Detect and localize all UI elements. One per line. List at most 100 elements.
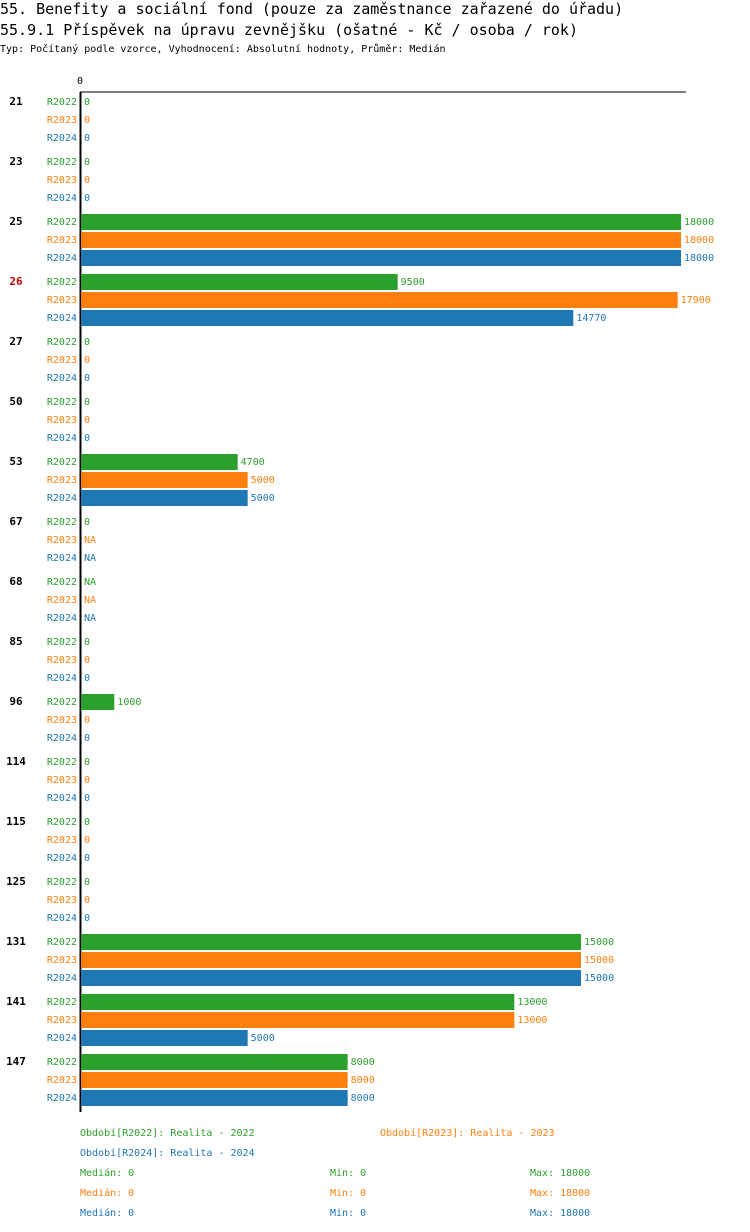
value-label-141-R2024: 5000 bbox=[251, 1033, 275, 1044]
value-label-115-R2024: 0 bbox=[84, 853, 90, 864]
legend-median-r2024: Medián: 0 bbox=[80, 1208, 135, 1219]
bar-25-R2022 bbox=[81, 214, 681, 230]
value-label-141-R2023: 13000 bbox=[517, 1015, 547, 1026]
value-label-96-R2024: 0 bbox=[84, 733, 90, 744]
series-label-21-R2022: R2022 bbox=[47, 97, 77, 108]
bar-131-R2023 bbox=[81, 952, 581, 968]
value-label-27-R2022: 0 bbox=[84, 337, 90, 348]
bar-26-R2023 bbox=[81, 292, 678, 308]
value-label-96-R2022: 1000 bbox=[117, 697, 141, 708]
value-label-25-R2023: 18000 bbox=[684, 235, 714, 246]
series-label-68-R2023: R2023 bbox=[47, 595, 77, 606]
value-label-50-R2023: 0 bbox=[84, 415, 90, 426]
series-label-141-R2022: R2022 bbox=[47, 997, 77, 1008]
category-label-67: 67 bbox=[9, 515, 22, 528]
series-label-125-R2023: R2023 bbox=[47, 895, 77, 906]
legend-median-r2022: Medián: 0 bbox=[80, 1168, 135, 1179]
legend-min-r2023: Min: 0 bbox=[330, 1188, 367, 1199]
legend-max-r2023: Max: 18000 bbox=[530, 1188, 591, 1199]
value-label-96-R2023: 0 bbox=[84, 715, 90, 726]
legend-min-r2024: Min: 0 bbox=[330, 1208, 367, 1219]
bar-26-R2022 bbox=[81, 274, 398, 290]
bar-147-R2024 bbox=[81, 1090, 348, 1106]
series-label-67-R2024: R2024 bbox=[47, 553, 77, 564]
category-label-85: 85 bbox=[9, 635, 22, 648]
value-label-26-R2022: 9500 bbox=[401, 277, 425, 288]
category-label-115: 115 bbox=[6, 815, 26, 828]
bar-131-R2022 bbox=[81, 934, 581, 950]
legend-period-r2023: Období[R2023]: Realita - 2023 bbox=[380, 1128, 555, 1139]
value-label-21-R2024: 0 bbox=[84, 133, 90, 144]
value-label-147-R2024: 8000 bbox=[351, 1093, 375, 1104]
category-label-141: 141 bbox=[6, 995, 26, 1008]
value-label-85-R2023: 0 bbox=[84, 655, 90, 666]
chart-title: 55. Benefity a sociální fond (pouze za z… bbox=[0, 0, 624, 18]
series-label-68-R2022: R2022 bbox=[47, 577, 77, 588]
value-label-114-R2024: 0 bbox=[84, 793, 90, 804]
series-label-147-R2022: R2022 bbox=[47, 1057, 77, 1068]
value-label-67-R2023: NA bbox=[84, 535, 96, 546]
bar-chart: 0 21 R2022 0 R2023 0 R2024 0 23 R2022 0 R2023 0 R2024… bbox=[6, 76, 714, 1112]
value-label-125-R2022: 0 bbox=[84, 877, 90, 888]
series-label-53-R2022: R2022 bbox=[47, 457, 77, 468]
category-label-131: 131 bbox=[6, 935, 26, 948]
legend-max-r2024: Max: 18000 bbox=[530, 1208, 591, 1219]
series-label-141-R2023: R2023 bbox=[47, 1015, 77, 1026]
value-label-26-R2023: 17900 bbox=[681, 295, 711, 306]
bar-25-R2023 bbox=[81, 232, 681, 248]
legend-max-r2022: Max: 18000 bbox=[530, 1168, 591, 1179]
series-label-141-R2024: R2024 bbox=[47, 1033, 77, 1044]
series-label-85-R2024: R2024 bbox=[47, 673, 77, 684]
category-label-114: 114 bbox=[6, 755, 26, 768]
series-label-53-R2023: R2023 bbox=[47, 475, 77, 486]
value-label-27-R2024: 0 bbox=[84, 373, 90, 384]
bar-141-R2023 bbox=[81, 1012, 515, 1028]
series-label-125-R2024: R2024 bbox=[47, 913, 77, 924]
value-label-23-R2023: 0 bbox=[84, 175, 90, 186]
series-label-96-R2023: R2023 bbox=[47, 715, 77, 726]
series-label-27-R2023: R2023 bbox=[47, 355, 77, 366]
series-label-25-R2024: R2024 bbox=[47, 253, 77, 264]
value-label-131-R2023: 15000 bbox=[584, 955, 614, 966]
value-label-131-R2024: 15000 bbox=[584, 973, 614, 984]
value-label-26-R2024: 14770 bbox=[576, 313, 606, 324]
value-label-68-R2022: NA bbox=[84, 577, 96, 588]
value-label-68-R2024: NA bbox=[84, 613, 96, 624]
series-label-27-R2022: R2022 bbox=[47, 337, 77, 348]
series-label-114-R2024: R2024 bbox=[47, 793, 77, 804]
value-label-53-R2022: 4700 bbox=[241, 457, 265, 468]
value-label-68-R2023: NA bbox=[84, 595, 96, 606]
series-label-96-R2022: R2022 bbox=[47, 697, 77, 708]
series-label-67-R2022: R2022 bbox=[47, 517, 77, 528]
chart-subtitle-metric: 55.9.1 Příspěvek na úpravu zevnějšku (oš… bbox=[0, 21, 578, 39]
value-label-50-R2024: 0 bbox=[84, 433, 90, 444]
series-label-115-R2024: R2024 bbox=[47, 853, 77, 864]
category-label-50: 50 bbox=[9, 395, 22, 408]
value-label-67-R2022: 0 bbox=[84, 517, 90, 528]
legend-period-r2022: Období[R2022]: Realita - 2022 bbox=[80, 1128, 255, 1139]
bar-147-R2022 bbox=[81, 1054, 348, 1070]
value-label-27-R2023: 0 bbox=[84, 355, 90, 366]
value-label-114-R2023: 0 bbox=[84, 775, 90, 786]
series-label-114-R2023: R2023 bbox=[47, 775, 77, 786]
category-label-26: 26 bbox=[9, 275, 23, 288]
bar-141-R2024 bbox=[81, 1030, 248, 1046]
series-label-96-R2024: R2024 bbox=[47, 733, 77, 744]
value-label-115-R2023: 0 bbox=[84, 835, 90, 846]
value-label-114-R2022: 0 bbox=[84, 757, 90, 768]
bar-53-R2022 bbox=[81, 454, 238, 470]
series-label-23-R2024: R2024 bbox=[47, 193, 77, 204]
category-label-68: 68 bbox=[9, 575, 22, 588]
category-label-23: 23 bbox=[9, 155, 22, 168]
bar-96-R2022 bbox=[81, 694, 115, 710]
series-label-67-R2023: R2023 bbox=[47, 535, 77, 546]
bar-26-R2024 bbox=[81, 310, 574, 326]
legend-min-r2022: Min: 0 bbox=[330, 1168, 367, 1179]
series-label-85-R2022: R2022 bbox=[47, 637, 77, 648]
category-label-147: 147 bbox=[6, 1055, 26, 1068]
value-label-21-R2022: 0 bbox=[84, 97, 90, 108]
value-label-125-R2023: 0 bbox=[84, 895, 90, 906]
value-label-53-R2024: 5000 bbox=[251, 493, 275, 504]
series-label-21-R2024: R2024 bbox=[47, 133, 77, 144]
bar-25-R2024 bbox=[81, 250, 681, 266]
